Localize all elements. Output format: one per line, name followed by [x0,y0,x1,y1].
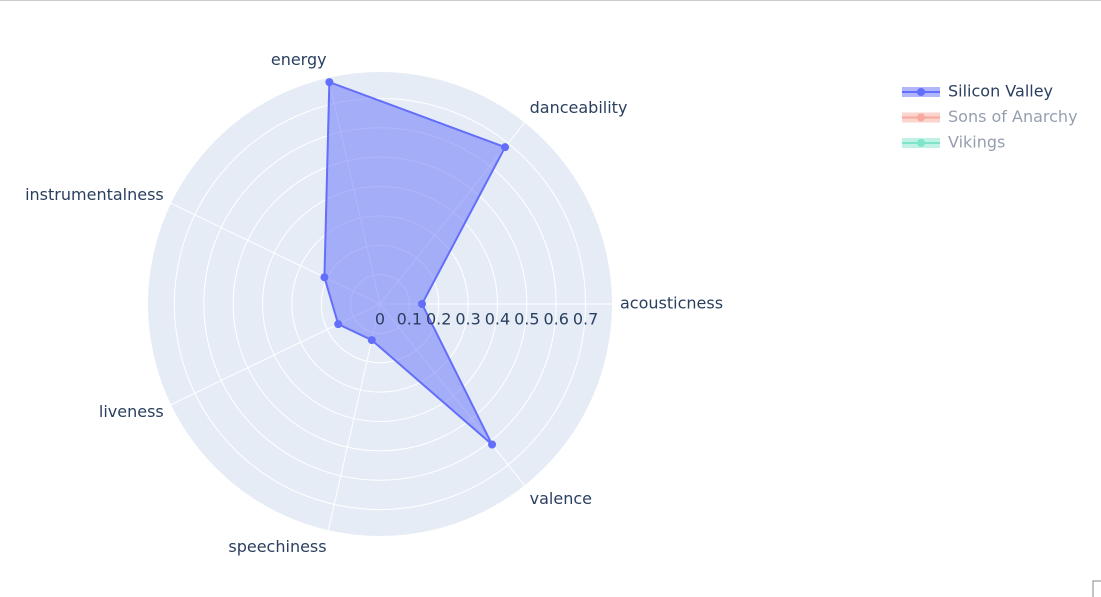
series-marker [334,320,343,329]
radial-tick-label: 0.6 [543,310,568,329]
legend-label: Silicon Valley [948,82,1053,101]
category-label: danceability [530,98,628,117]
radial-tick-label: 0.7 [573,310,598,329]
radial-tick-label: 0.4 [485,310,510,329]
series-marker [325,78,334,87]
legend-label: Vikings [948,133,1005,152]
legend-marker [917,113,925,122]
legend-marker [917,139,925,147]
legend-label: Sons of Anarchy [948,107,1078,126]
category-label: valence [530,489,592,508]
category-label: acousticness [620,294,723,313]
series-marker [367,336,376,345]
legend-item[interactable]: Vikings [902,133,1005,152]
radial-tick-label: 0 [375,310,385,329]
category-label: energy [271,50,327,69]
category-label: instrumentalness [25,185,164,204]
legend-marker [917,88,925,96]
legend-item[interactable]: Sons of Anarchy [902,107,1078,126]
series-marker [320,273,329,282]
category-label: liveness [99,402,164,421]
series-marker [488,440,497,449]
radial-tick-label: 0.3 [455,310,480,329]
legend-item[interactable]: Silicon Valley [902,82,1053,101]
category-label: speechiness [228,537,326,556]
series-area [323,80,507,446]
radial-tick-label: 0.2 [426,310,451,329]
radial-tick-label: 0.1 [397,310,422,329]
series-marker [417,300,426,308]
radial-tick-label: 0.5 [514,310,539,329]
series-marker [501,143,510,152]
corner-handle [1092,580,1101,597]
